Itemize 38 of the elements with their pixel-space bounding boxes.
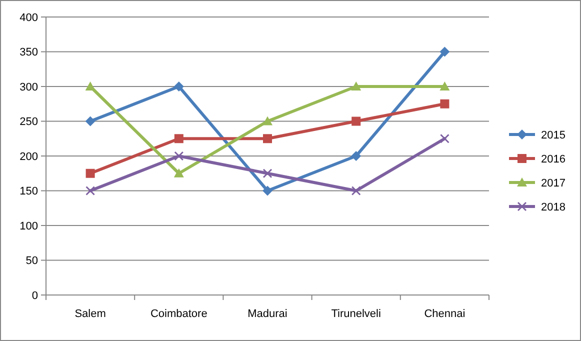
point: [174, 151, 184, 161]
point: [86, 168, 95, 178]
y-tick-label: 0: [32, 290, 38, 302]
point: [440, 99, 450, 108]
point: [174, 134, 184, 144]
x-tick-label: Madurai: [248, 308, 288, 320]
legend-label: 2017: [541, 177, 566, 190]
y-tick-label: 350: [20, 46, 38, 59]
point: [262, 168, 272, 178]
legend-label: 2018: [541, 201, 566, 214]
y-tick-label: 150: [20, 186, 38, 198]
y-tick-label: 300: [20, 81, 38, 94]
y-tick-label: 400: [20, 12, 38, 24]
point: [440, 134, 450, 144]
point: [440, 46, 450, 57]
point: [174, 82, 184, 92]
legend-label: 2015: [541, 129, 566, 142]
point: [352, 116, 361, 126]
y-tick-label: 50: [26, 255, 38, 268]
point: [174, 168, 184, 178]
point: [351, 151, 362, 161]
x-tick-label: Salem: [74, 308, 106, 320]
x-tick-label: Coimbatore: [150, 308, 208, 320]
point: [440, 82, 450, 90]
point: [262, 186, 272, 196]
point: [262, 116, 272, 126]
point: [351, 82, 362, 90]
point: [263, 134, 272, 144]
y-tick-label: 250: [20, 116, 38, 128]
x-tick-label: Chennai: [424, 308, 466, 320]
point: [86, 186, 96, 196]
y-tick-label: 200: [20, 150, 38, 163]
y-tick-label: 100: [20, 220, 38, 232]
legend-label: 2016: [541, 153, 566, 166]
x-tick-label: Tirunelveli: [331, 308, 381, 320]
point: [85, 82, 96, 90]
point: [85, 116, 96, 126]
point: [351, 186, 361, 196]
